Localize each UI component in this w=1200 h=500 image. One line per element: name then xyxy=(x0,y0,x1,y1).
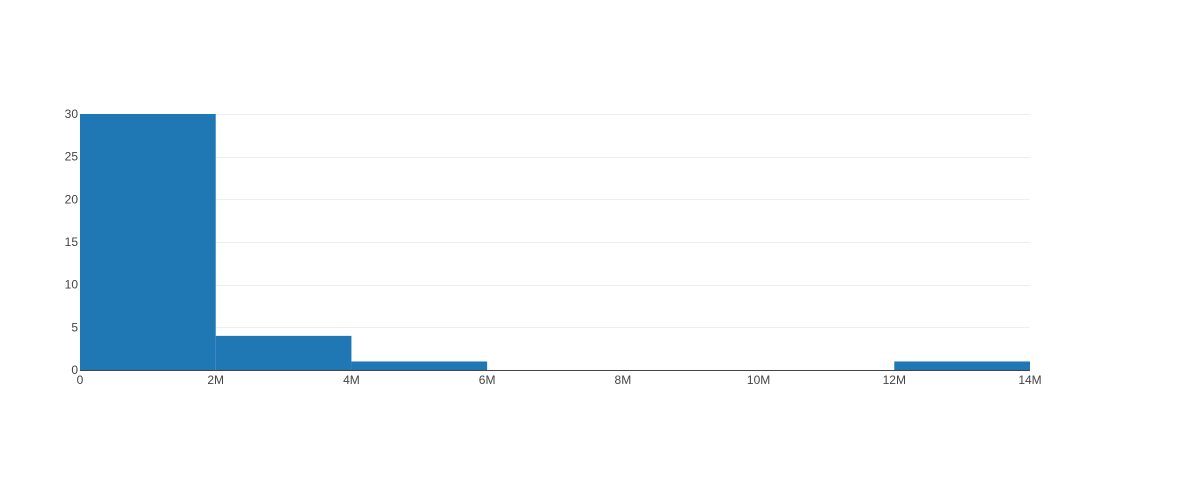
histogram-bar-1[interactable] xyxy=(215,335,352,370)
bars xyxy=(80,114,1030,370)
x-tick-label: 0 xyxy=(77,373,84,387)
x-tick-label: 4M xyxy=(343,373,360,387)
y-tick-label: 25 xyxy=(65,150,79,164)
y-tick-label: 30 xyxy=(65,107,79,121)
y-tick-labels: 0 5 10 15 20 25 30 xyxy=(65,107,79,377)
histogram-bar-0[interactable] xyxy=(80,114,216,370)
histogram-bar-2[interactable] xyxy=(351,361,488,370)
histogram-bar-6[interactable] xyxy=(894,361,1030,370)
x-tick-labels: 0 2M 4M 6M 8M 10M 12M 14M xyxy=(77,373,1042,387)
x-tick-label: 12M xyxy=(883,373,906,387)
y-tick-label: 5 xyxy=(71,320,78,334)
y-tick-label: 10 xyxy=(65,278,79,292)
y-tick-label: 15 xyxy=(65,235,79,249)
x-tick-label: 8M xyxy=(615,373,632,387)
x-tick-label: 14M xyxy=(1018,373,1041,387)
gridlines xyxy=(80,114,1030,328)
y-tick-label: 0 xyxy=(71,363,78,377)
x-tick-label: 10M xyxy=(747,373,770,387)
y-tick-label: 20 xyxy=(65,192,79,206)
x-tick-label: 2M xyxy=(207,373,224,387)
x-tick-label: 6M xyxy=(479,373,496,387)
